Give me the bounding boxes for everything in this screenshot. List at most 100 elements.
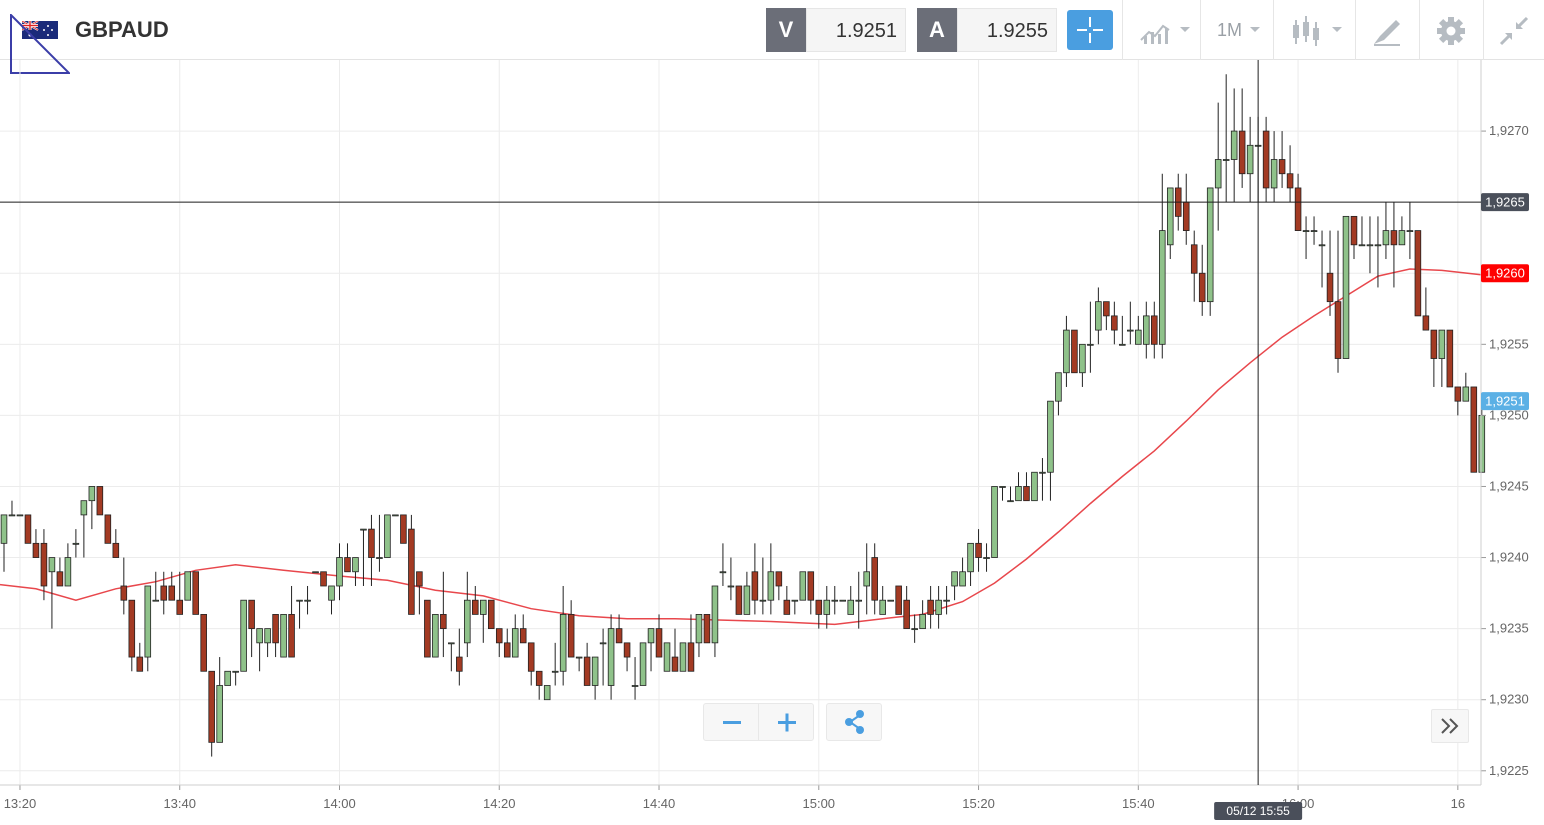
candle-body: [456, 656, 463, 672]
candle-body: [943, 599, 950, 602]
candle-body: [208, 670, 215, 743]
candle-body: [791, 599, 799, 602]
candle: [320, 571, 327, 587]
candle: [128, 599, 136, 672]
candle: [687, 614, 695, 672]
candle-body: [1342, 215, 1350, 359]
collapse-icon[interactable]: [1497, 14, 1531, 48]
candle: [847, 585, 855, 615]
candle: [1047, 400, 1054, 501]
candle: [911, 614, 918, 643]
candle-body: [328, 585, 335, 601]
candle: [480, 599, 487, 643]
candle-body: [136, 656, 144, 672]
candle-body: [903, 599, 910, 630]
crosshair-overlay: 1,9260 1,9265 1,9251 05/12 15:55: [0, 60, 1529, 820]
candle-body: [487, 599, 495, 630]
candle: [1470, 386, 1478, 473]
candle: [1326, 230, 1334, 316]
ma-price-label-bg: [1481, 264, 1529, 283]
candle: [472, 585, 479, 615]
candle: [527, 642, 535, 686]
candle: [1023, 472, 1030, 502]
candle: [408, 514, 415, 615]
candle-body: [376, 557, 383, 559]
toolbar-divider: [1355, 0, 1356, 60]
candle: [216, 657, 223, 743]
candle: [639, 642, 647, 686]
zoom-in-button[interactable]: [758, 703, 814, 741]
crosshair-price-label: 1,9265: [1485, 195, 1525, 210]
candle: [887, 599, 894, 602]
candle: [1111, 301, 1118, 345]
crosshair-button[interactable]: [1067, 10, 1113, 50]
toolbar-divider: [1419, 0, 1420, 60]
candle: [503, 628, 511, 658]
candle: [1454, 386, 1462, 416]
candle-body: [655, 628, 663, 658]
candle-body: [1382, 230, 1390, 246]
candle-body: [503, 642, 511, 658]
candle: [591, 656, 599, 700]
candle: [671, 628, 679, 672]
draw-tools-icon[interactable]: [1370, 14, 1404, 48]
chart-type-icon[interactable]: [1138, 14, 1194, 48]
candle: [1095, 287, 1102, 345]
candle: [727, 557, 735, 601]
buy-button[interactable]: A: [917, 8, 957, 52]
candle: [799, 571, 807, 601]
candle: [719, 543, 727, 586]
candle-body: [1071, 329, 1078, 374]
candle-body: [240, 599, 247, 672]
candle: [1063, 315, 1070, 387]
candle: [344, 543, 351, 573]
candle-body: [1055, 372, 1062, 402]
crosshair-time-label: 05/12 15:55: [1226, 804, 1290, 818]
sell-button[interactable]: V: [766, 8, 806, 52]
candle-body: [967, 542, 974, 573]
candle-body: [695, 614, 703, 644]
candle: [280, 614, 287, 658]
toolbar-divider: [1122, 0, 1123, 60]
plus-icon: [778, 713, 796, 732]
candle: [0, 514, 8, 572]
moving-average-layer: [0, 268, 1482, 626]
candle-body: [591, 656, 599, 686]
candle-body: [1422, 315, 1430, 331]
price-chart[interactable]: 1,92701,92651,92601,92551,92501,92451,92…: [0, 60, 1544, 825]
candle: [599, 628, 607, 686]
candle-body: [1135, 329, 1142, 345]
candle-body: [1103, 301, 1110, 317]
y-tick-label: 1,9240: [1489, 550, 1529, 565]
candle-body: [959, 571, 966, 587]
share-button[interactable]: [826, 703, 882, 741]
candle-body: [1087, 343, 1094, 346]
candles-icon[interactable]: [1290, 14, 1346, 48]
sell-price[interactable]: 1.9251: [806, 8, 906, 52]
candle-body: [735, 585, 743, 615]
candle: [1015, 472, 1022, 502]
candle: [1310, 216, 1318, 245]
buy-price[interactable]: 1.9255: [957, 8, 1057, 52]
candle: [815, 599, 823, 629]
draw-selection-marker[interactable]: [10, 14, 70, 74]
candle-body: [991, 486, 998, 558]
y-tick-label: 1,9250: [1489, 407, 1529, 422]
candle-body: [128, 599, 136, 658]
candle-body: [1326, 272, 1334, 303]
gear-icon[interactable]: [1434, 14, 1468, 48]
candle-body: [400, 514, 407, 544]
candle-body: [1230, 130, 1238, 160]
candle-body: [8, 514, 16, 517]
candle-body: [1238, 130, 1246, 175]
candle-body: [1286, 173, 1294, 189]
scroll-to-latest-button[interactable]: [1431, 709, 1469, 743]
zoom-out-button[interactable]: [703, 703, 759, 741]
candle: [1166, 187, 1174, 260]
candle-body: [1127, 329, 1134, 332]
candle: [112, 529, 120, 558]
candle-body: [384, 514, 391, 558]
candle-body: [408, 528, 415, 615]
candle-body: [176, 599, 184, 615]
candle-body: [1047, 400, 1054, 473]
